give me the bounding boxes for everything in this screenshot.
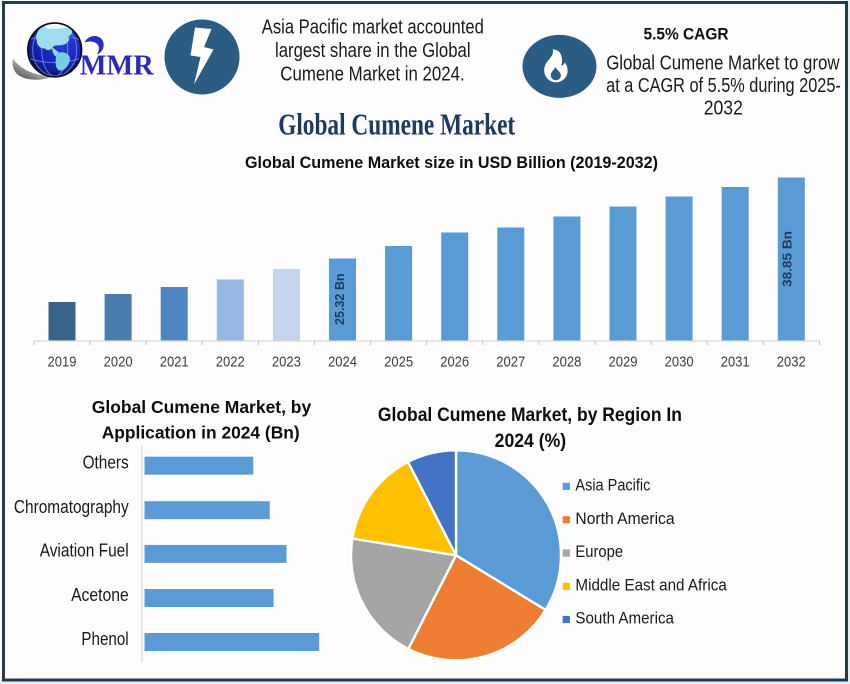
svg-text:2031: 2031 [721,353,750,370]
svg-text:North America: North America [575,509,675,528]
svg-text:Global Cumene Market to grow: Global Cumene Market to grow [606,53,840,75]
svg-text:2029: 2029 [609,353,638,370]
svg-text:Application in 2024 (Bn): Application in 2024 (Bn) [102,422,300,442]
svg-text:2021: 2021 [160,353,189,370]
svg-text:2028: 2028 [552,353,581,370]
svg-text:Middle East and Africa: Middle East and Africa [575,576,727,595]
svg-text:Global Cumene Market: Global Cumene Market [278,106,516,141]
svg-text:38.85 Bn: 38.85 Bn [781,231,795,287]
svg-text:2023: 2023 [272,353,301,370]
svg-text:2022: 2022 [216,353,245,370]
svg-text:2020: 2020 [104,353,133,370]
svg-text:Chromatography: Chromatography [14,497,129,517]
svg-text:2032: 2032 [704,98,743,120]
svg-text:Acetone: Acetone [71,585,129,605]
svg-text:Others: Others [83,453,129,473]
svg-text:at a CAGR of 5.5% during 2025-: at a CAGR of 5.5% during 2025- [606,75,841,97]
svg-text:Global Cumene Market, by: Global Cumene Market, by [92,397,312,417]
svg-text:Asia Pacific market accounted: Asia Pacific market accounted [262,17,484,39]
svg-text:2019: 2019 [48,353,77,370]
svg-text:Global Cumene Market size in U: Global Cumene Market size in USD Billion… [245,153,658,172]
svg-text:Europe: Europe [575,542,623,561]
svg-text:2024: 2024 [328,353,357,370]
svg-text:Phenol: Phenol [81,629,128,649]
svg-text:2032: 2032 [777,353,806,370]
svg-text:Global Cumene Market, by Regio: Global Cumene Market, by Region In [378,404,682,426]
svg-text:25.32 Bn: 25.32 Bn [333,273,347,325]
svg-text:South America: South America [575,609,674,628]
svg-text:2030: 2030 [665,353,694,370]
svg-text:2024 (%): 2024 (%) [495,430,567,452]
svg-text:Cumene Market in 2024.: Cumene Market in 2024. [280,64,464,86]
svg-text:Aviation Fuel: Aviation Fuel [40,541,129,561]
svg-text:largest share in the Global: largest share in the Global [275,40,471,62]
svg-text:Asia Pacific: Asia Pacific [575,476,650,495]
svg-text:MMR: MMR [80,50,155,82]
svg-text:2027: 2027 [496,353,525,370]
svg-text:5.5% CAGR: 5.5% CAGR [644,26,729,44]
svg-text:2026: 2026 [440,353,469,370]
svg-text:2025: 2025 [384,353,413,370]
